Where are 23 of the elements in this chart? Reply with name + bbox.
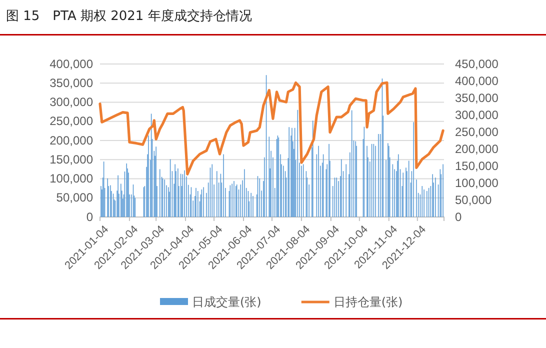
y2-tick-label: 300,000 [455, 108, 499, 122]
y-tick-label: 250,000 [50, 114, 94, 128]
y2-tick-label: 0 [455, 210, 462, 224]
y2-tick-label: 250,000 [455, 124, 499, 139]
y-tick-label: 150,000 [50, 152, 94, 166]
y-tick-label: 100,000 [50, 172, 94, 186]
y-tick-label: 50,000 [56, 190, 94, 205]
legend-label: 日持仓量(张) [333, 295, 403, 309]
y-tick-label: 0 [86, 210, 94, 224]
y2-tick-label: 150,000 [455, 158, 499, 173]
y2-tick-label: 450,000 [455, 56, 499, 71]
y2-tick-label: 100,000 [455, 176, 499, 190]
y2-tick-label: 400,000 [455, 74, 499, 88]
y2-tick-label: 350,000 [455, 90, 499, 105]
y-tick-label: 200,000 [50, 133, 94, 148]
y2-tick-label: 200,000 [455, 142, 499, 156]
y-tick-label: 350,000 [50, 76, 94, 90]
y2-tick-label: 50,000 [455, 192, 492, 207]
y-tick-label: 300,000 [50, 95, 94, 110]
chart-title: 图 15 PTA 期权 2021 年度成交持仓情况 [6, 8, 252, 24]
line-series [98, 81, 444, 176]
legend-label: 日成交量(张) [192, 295, 262, 309]
y-tick-label: 400,000 [50, 56, 94, 71]
